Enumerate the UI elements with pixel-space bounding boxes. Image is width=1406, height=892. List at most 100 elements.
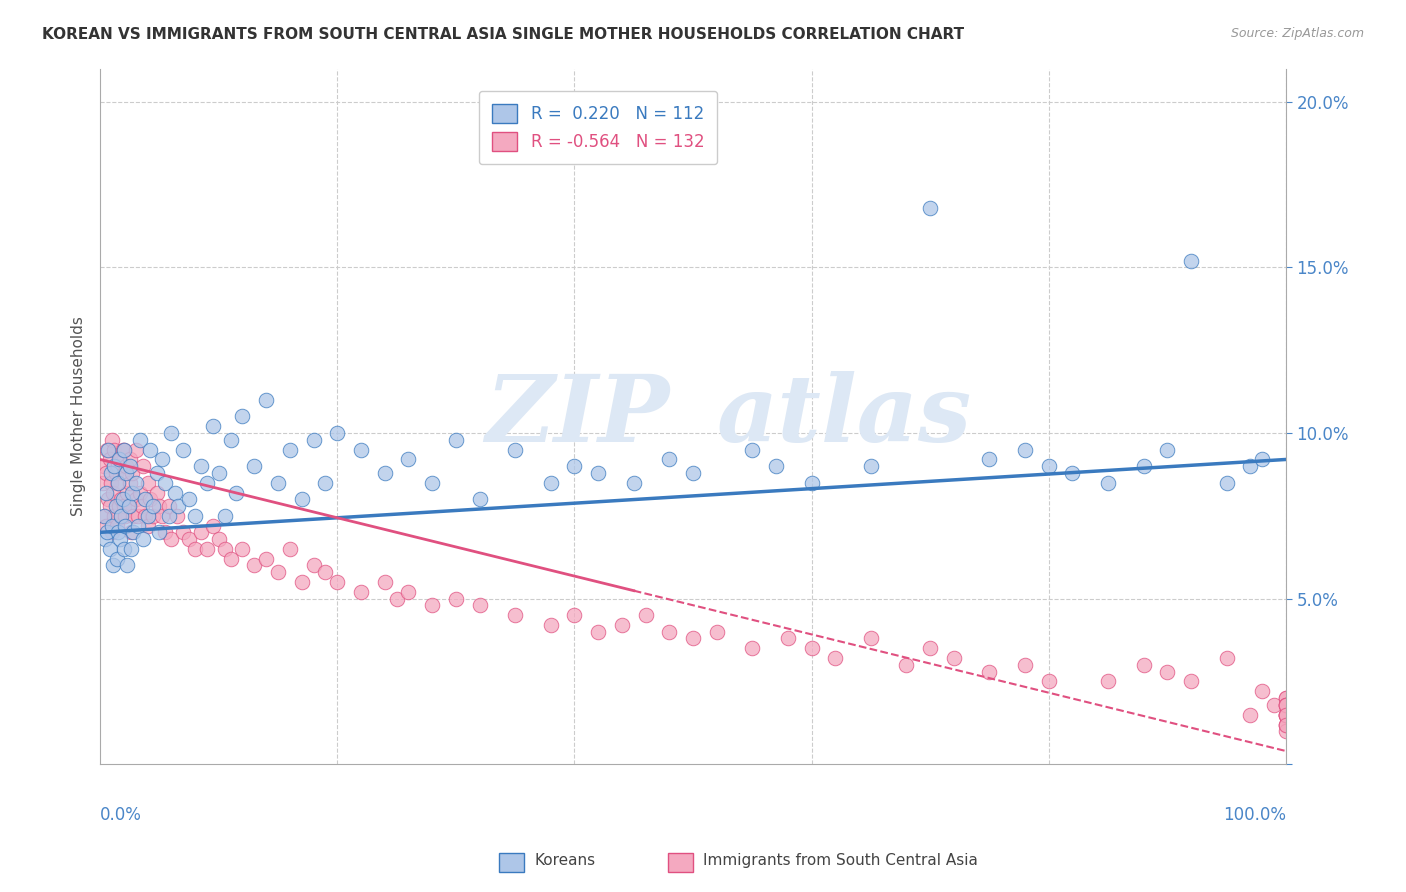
Point [385,591,408,606]
Point [682,466,704,480]
Point [160,532,183,546]
Point [1062,466,1084,480]
Point [1097,475,1119,490]
Text: atlas: atlas [717,371,972,461]
Point [148,499,170,513]
Point [166,508,188,523]
Point [115,459,138,474]
Point [93,508,115,523]
Point [134,492,156,507]
Point [134,508,156,523]
Point [1180,674,1202,689]
Point [1275,717,1298,731]
Point [163,485,186,500]
Point [125,475,148,490]
Point [104,499,127,513]
Point [1275,707,1298,722]
Point [231,541,253,556]
Point [706,624,728,639]
Point [110,532,132,546]
Point [254,552,277,566]
Legend: R =  0.220   N = 112, R = -0.564   N = 132: R = 0.220 N = 112, R = -0.564 N = 132 [479,91,717,164]
Point [302,558,325,573]
Point [96,442,118,457]
Point [1097,674,1119,689]
Point [1275,698,1298,712]
Text: Koreans: Koreans [534,854,595,868]
Point [326,575,349,590]
Point [112,466,135,480]
Point [110,452,132,467]
Point [586,466,609,480]
Point [942,651,965,665]
Point [1263,698,1285,712]
Point [1038,459,1060,474]
Point [859,459,882,474]
Point [396,452,419,467]
Point [824,651,846,665]
Point [101,518,124,533]
Point [120,525,142,540]
Point [117,499,139,513]
Point [896,657,918,672]
Point [1038,674,1060,689]
Point [142,499,165,513]
Point [214,508,236,523]
Point [420,599,443,613]
Point [374,466,396,480]
Point [129,433,152,447]
Point [225,485,247,500]
Point [326,425,349,440]
Point [1275,707,1298,722]
Point [97,442,120,457]
Point [107,525,129,540]
Point [291,492,314,507]
Point [623,475,645,490]
Point [139,492,162,507]
Point [121,466,143,480]
Point [1215,475,1237,490]
Point [920,201,942,215]
Point [267,565,290,579]
Point [1014,442,1036,457]
Point [94,466,117,480]
Point [98,541,121,556]
Point [146,466,169,480]
Point [314,565,336,579]
Point [219,552,242,566]
Point [101,433,124,447]
Point [254,392,277,407]
Point [114,518,136,533]
Point [634,608,657,623]
Point [1014,657,1036,672]
Point [110,508,132,523]
Point [267,475,290,490]
Point [112,541,135,556]
Point [139,442,162,457]
Point [190,459,212,474]
Point [103,442,125,457]
Y-axis label: Single Mother Households: Single Mother Households [72,317,86,516]
Point [160,425,183,440]
Point [117,485,139,500]
Point [859,632,882,646]
Point [314,475,336,490]
Point [118,459,141,474]
Point [127,518,149,533]
Point [396,585,419,599]
Point [765,459,787,474]
Point [1275,691,1298,706]
Point [278,541,301,556]
Point [1275,698,1298,712]
Point [177,492,200,507]
Point [101,558,124,573]
Point [1156,665,1178,679]
Point [741,442,763,457]
Point [278,442,301,457]
Point [120,541,142,556]
Text: KOREAN VS IMMIGRANTS FROM SOUTH CENTRAL ASIA SINGLE MOTHER HOUSEHOLDS CORRELATIO: KOREAN VS IMMIGRANTS FROM SOUTH CENTRAL … [42,27,965,42]
Point [115,466,138,480]
Point [658,452,681,467]
Point [125,442,148,457]
Point [136,508,159,523]
